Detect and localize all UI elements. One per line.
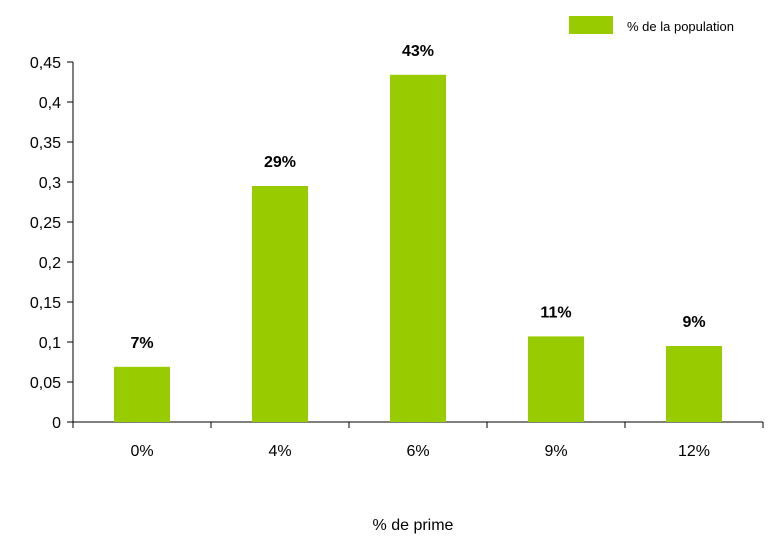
y-tick-label: 0,1: [39, 335, 61, 352]
legend-swatch: [569, 16, 613, 34]
y-tick-label: 0,3: [39, 175, 61, 192]
x-tick-label: 6%: [406, 443, 429, 460]
legend: % de la population: [569, 16, 734, 34]
data-label: 11%: [540, 304, 571, 321]
y-tick-label: 0,05: [30, 375, 61, 392]
bar: [390, 74, 446, 423]
x-tick-label: 0%: [130, 443, 153, 460]
plot-area: 0 0,05 0,1 0,15 0,2 0,25 0,3 0,35 0,4 0,45 7% 0% 29%…: [30, 43, 764, 460]
data-label: 29%: [264, 154, 296, 171]
bar: [252, 186, 308, 422]
y-tick-label: 0,15: [30, 295, 61, 312]
y-tick-label: 0,45: [30, 55, 61, 72]
y-tick-label: 0,25: [30, 215, 61, 232]
data-label: 7%: [130, 335, 153, 352]
y-tick-label: 0,35: [30, 135, 61, 152]
legend-label: % de la population: [627, 19, 734, 34]
y-tick-label: 0,2: [39, 255, 61, 272]
data-label: 43%: [402, 43, 434, 60]
bar: [666, 346, 722, 422]
y-tick-label: 0: [52, 415, 61, 432]
bar: [114, 366, 170, 422]
x-tick-label: 4%: [268, 443, 291, 460]
x-axis-title: % de prime: [373, 517, 454, 534]
data-label: 9%: [682, 314, 705, 331]
bar: [528, 336, 584, 422]
y-tick-label: 0,4: [39, 95, 61, 112]
x-tick-label: 9%: [544, 443, 567, 460]
x-tick-label: 12%: [678, 443, 710, 460]
